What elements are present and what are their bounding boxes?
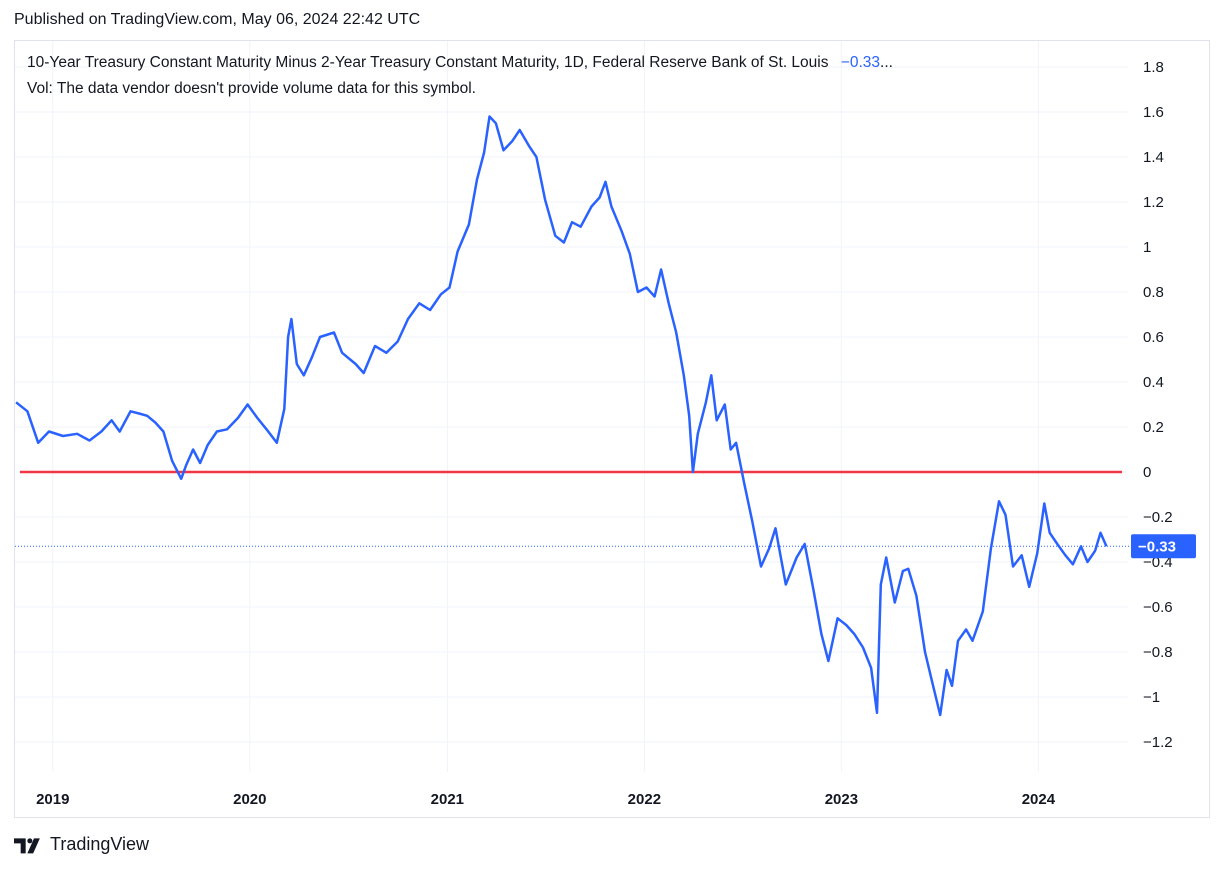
y-tick-label: 0.2	[1143, 419, 1164, 436]
y-tick-label: 1.6	[1143, 104, 1164, 121]
last-price-label-box	[1131, 534, 1196, 559]
legend-title-row: 10-Year Treasury Constant Maturity Minus…	[27, 54, 893, 72]
y-tick-label: −0.8	[1143, 644, 1173, 661]
last-price-label-text: −0.33	[1138, 538, 1176, 555]
legend-value: −0.33	[840, 54, 881, 71]
y-tick-label: −1	[1143, 689, 1160, 706]
y-tick-label: 0.8	[1143, 284, 1164, 301]
y-tick-label: 1.4	[1143, 149, 1164, 166]
last-price-label: −0.33	[1131, 534, 1196, 559]
x-tick-label: 2022	[628, 791, 661, 808]
x-axis-ticks: 2019 2020 2021 2022 2023 2024	[36, 791, 1056, 808]
y-tick-label: 0.6	[1143, 329, 1164, 346]
legend-title: 10-Year Treasury Constant Maturity Minus…	[27, 54, 829, 71]
y-tick-label: 1.8	[1143, 59, 1164, 76]
y-axis-ticks: 1.81.61.41.210.80.60.40.20−0.2−0.4−0.6−0…	[1143, 59, 1173, 751]
x-tick-label: 2020	[233, 791, 266, 808]
y-tick-label: −1.2	[1143, 734, 1173, 751]
y-tick-label: 0	[1143, 464, 1151, 481]
published-header: Published on TradingView.com, May 06, 20…	[14, 11, 421, 28]
legend-volume-note: Vol: The data vendor doesn't provide vol…	[27, 80, 476, 97]
grid-lines	[15, 41, 1128, 772]
legend-ellipsis[interactable]: ...	[880, 54, 893, 71]
chart-frame	[14, 40, 1210, 818]
tradingview-logo-icon	[14, 837, 40, 853]
y-tick-label: 0.4	[1143, 374, 1164, 391]
x-tick-label: 2023	[825, 791, 858, 808]
x-tick-label: 2021	[431, 791, 464, 808]
series-line[interactable]	[15, 115, 1108, 717]
y-tick-label: 1	[1143, 239, 1151, 256]
brand-name: TradingView	[50, 834, 150, 854]
x-tick-label: 2019	[36, 791, 69, 808]
y-tick-label: 1.2	[1143, 194, 1164, 211]
x-tick-label: 2024	[1022, 791, 1056, 808]
brand-footer[interactable]: TradingView	[14, 834, 149, 855]
y-tick-label: −0.6	[1143, 599, 1173, 616]
y-tick-label: −0.2	[1143, 509, 1173, 526]
